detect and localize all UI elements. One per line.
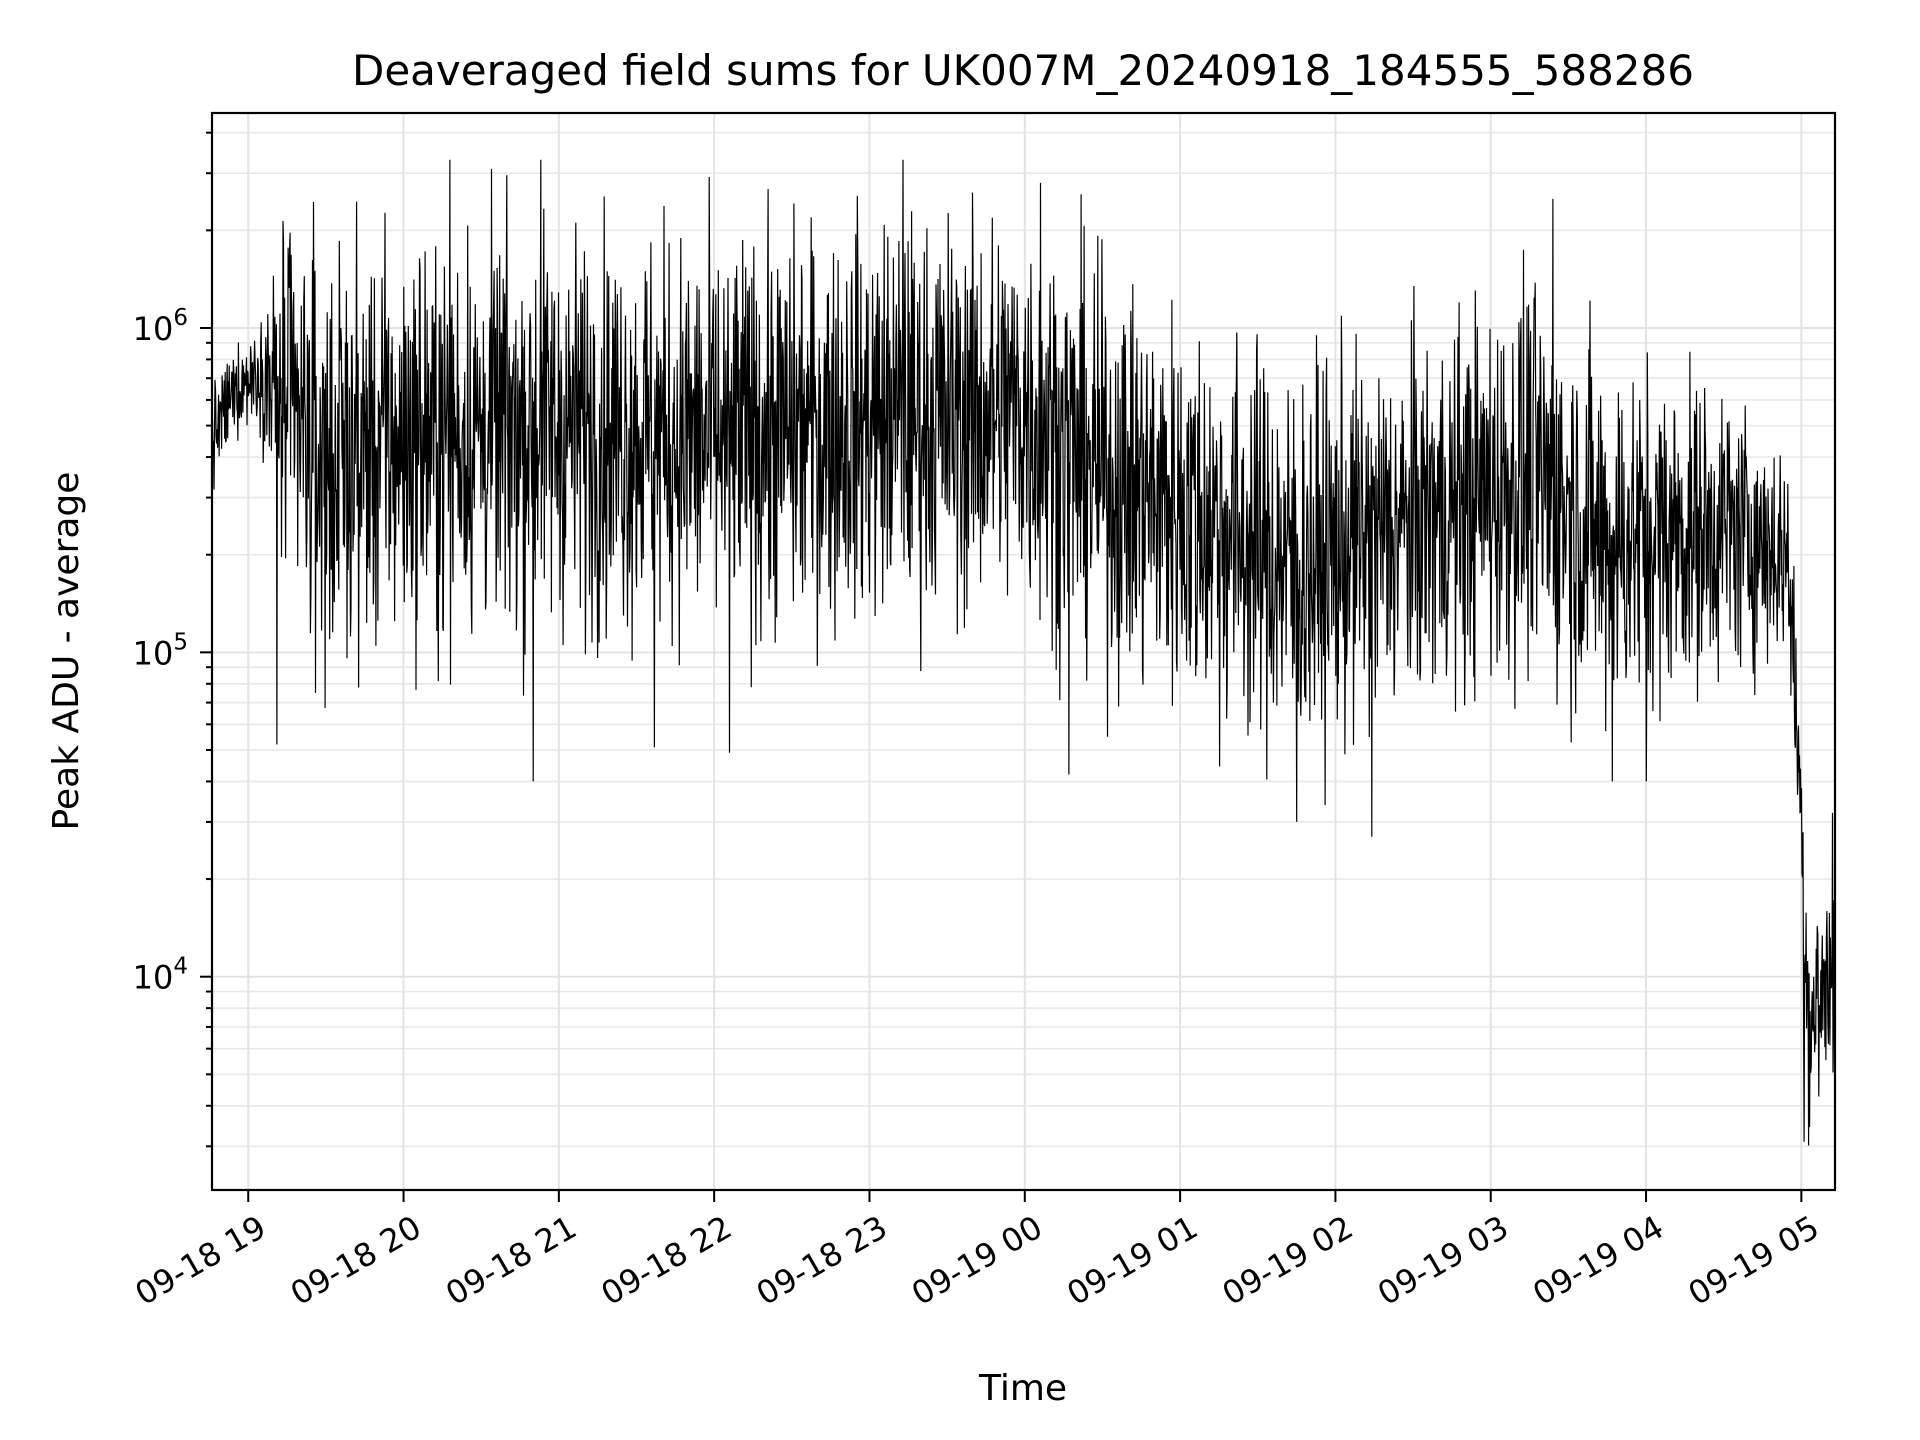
y-tick-label: 106 — [133, 305, 188, 348]
y-axis-label: Peak ADU - average — [46, 472, 87, 831]
x-tick-label: 09-19 05 — [1682, 1208, 1826, 1313]
y-tick-label: 105 — [133, 629, 188, 672]
x-axis-label: Time — [978, 1368, 1067, 1409]
x-tick-label: 09-18 21 — [439, 1208, 583, 1313]
x-tick-label: 09-19 03 — [1371, 1208, 1515, 1313]
y-tick-label: 104 — [133, 954, 188, 997]
series-layer — [211, 159, 1836, 1146]
x-tick-label: 09-18 19 — [129, 1208, 273, 1313]
x-tick-label: 09-18 22 — [595, 1208, 739, 1313]
chart-title: Deaveraged field sums for UK007M_2024091… — [352, 46, 1694, 95]
x-tick-label: 09-18 20 — [284, 1208, 428, 1313]
x-tick-label: 09-19 04 — [1526, 1208, 1670, 1313]
x-tick-label: 09-19 01 — [1061, 1208, 1205, 1313]
series-line — [211, 159, 1836, 1146]
x-tick-label: 09-18 23 — [750, 1208, 894, 1313]
grid — [212, 113, 1835, 1190]
y-axis: 104 105 106 — [133, 131, 212, 1148]
x-tick-label: 09-19 02 — [1216, 1208, 1360, 1313]
x-axis: 09-18 19 09-18 20 09-18 21 09-18 22 09-18 23… — [129, 1190, 1826, 1313]
x-tick-label: 09-19 00 — [905, 1208, 1049, 1313]
